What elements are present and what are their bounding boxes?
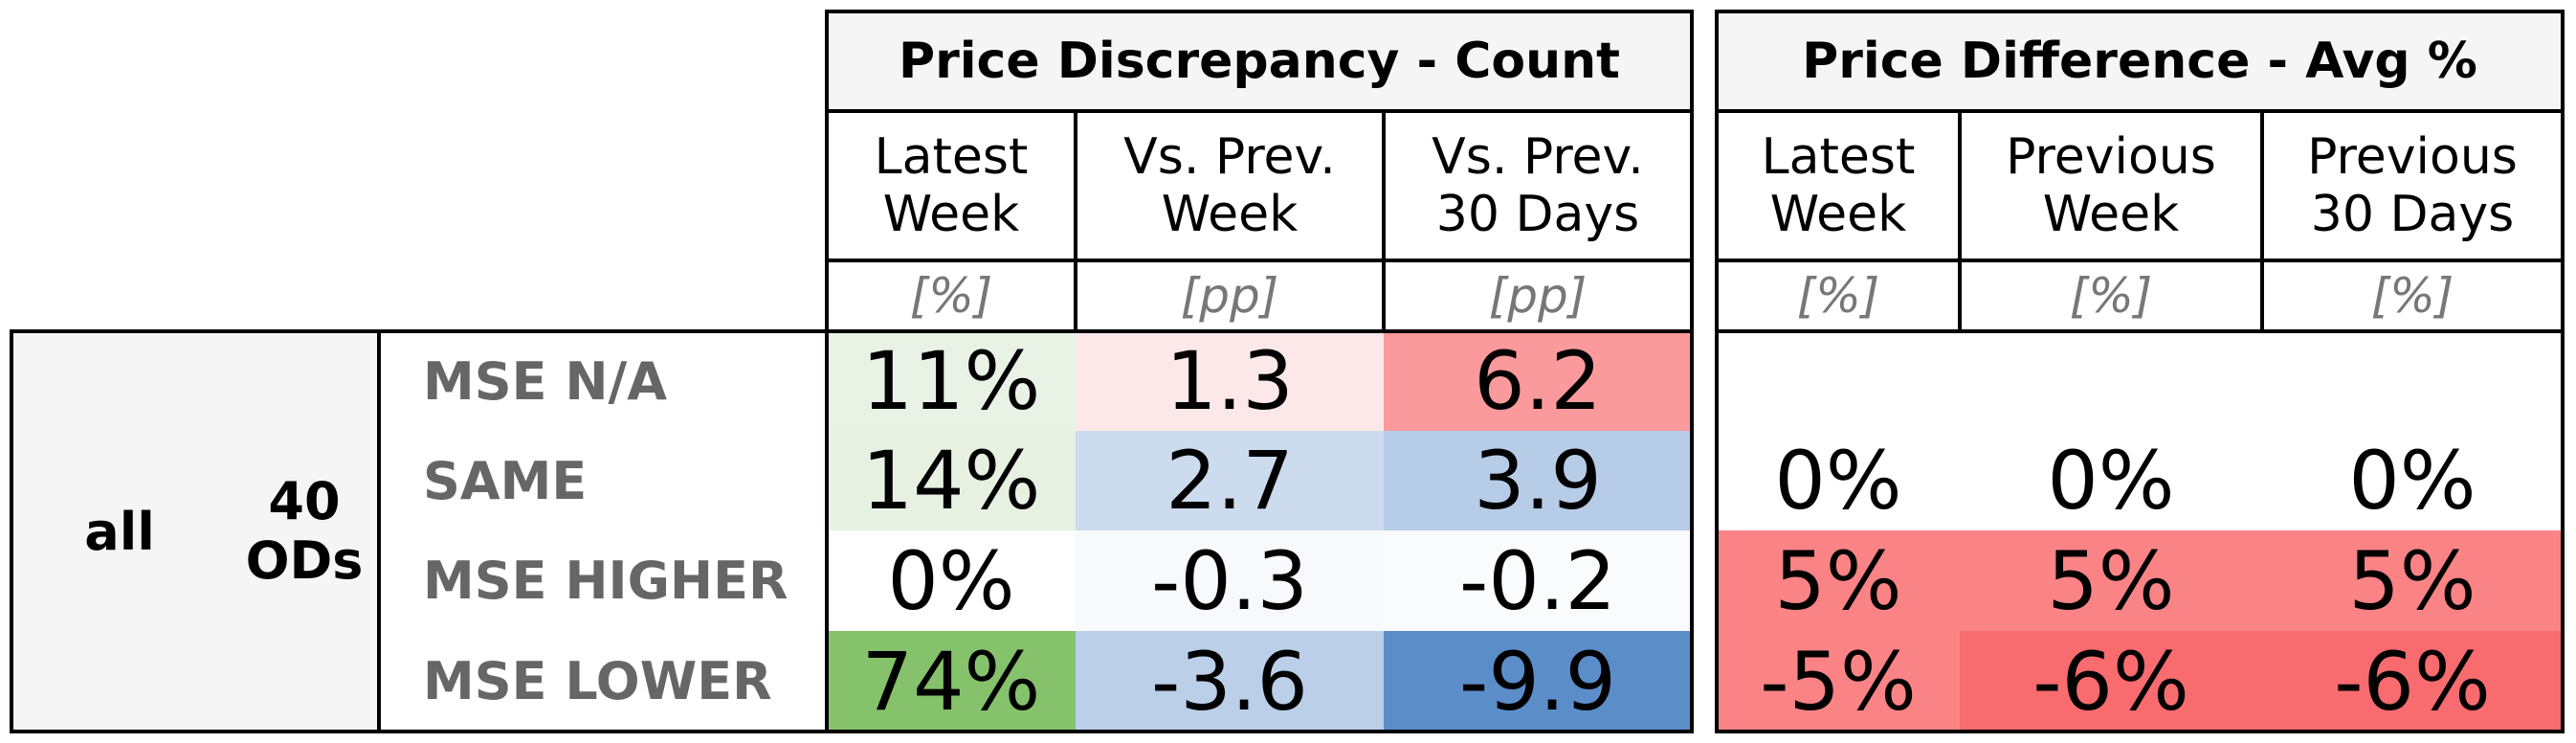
unit-latest-week-count: [%] <box>909 268 993 324</box>
cell-same-latest-week-count: 14% <box>827 431 1076 530</box>
cell-mse-higher-latest-week-count: 0% <box>827 530 1076 631</box>
col-header-previous-30-days: Previous 30 Days <box>2307 128 2518 243</box>
grid-line <box>1715 109 2565 113</box>
col-header-previous-week: Previous Week <box>2006 128 2216 243</box>
cell-mse-na-previous-week <box>1960 331 2262 431</box>
cell-same-vs-prev-30-days: 3.9 <box>1384 431 1692 530</box>
col-header-latest-week-count: Latest Week <box>874 128 1029 243</box>
group-title-price-difference-avg: Price Difference - Avg % <box>1717 11 2563 111</box>
grid-line <box>1074 109 1077 331</box>
cell-mse-na-latest-week-count: 11% <box>827 331 1076 431</box>
cell-mse-lower-latest-week-count: 74% <box>827 631 1076 732</box>
col-header-vs-prev-week: Vs. Prev. Week <box>1123 128 1336 243</box>
cell-same-latest-week-avg: 0% <box>1717 431 1960 530</box>
cell-mse-higher-previous-week: 5% <box>1960 530 2262 631</box>
cell-mse-higher-vs-prev-30-days: -0.2 <box>1384 530 1692 631</box>
cell-mse-lower-previous-week: -6% <box>1960 631 2262 732</box>
cell-same-previous-30-days: 0% <box>2262 431 2563 530</box>
cell-mse-lower-latest-week-avg: -5% <box>1717 631 1960 732</box>
grid-line <box>1715 730 2565 733</box>
grid-line <box>1690 10 1694 733</box>
row-label-mse-lower: MSE LOWER <box>423 651 772 711</box>
row-label-mse-higher: MSE HIGHER <box>423 551 788 611</box>
unit-vs-prev-30-days: [pp] <box>1488 268 1588 324</box>
unit-vs-prev-week: [pp] <box>1180 268 1279 324</box>
grid-line <box>825 259 1694 262</box>
group-title-price-discrepancy-count: Price Discrepancy - Count <box>827 11 1692 111</box>
grid-line <box>1958 109 1962 331</box>
row-label-same: SAME <box>423 450 588 511</box>
unit-latest-week-avg: [%] <box>1796 268 1880 324</box>
grid-line <box>10 329 1694 333</box>
grid-line <box>1715 259 2565 262</box>
cell-same-vs-prev-week: 2.7 <box>1076 431 1384 530</box>
grid-line <box>10 730 1694 733</box>
grid-line <box>2561 10 2565 733</box>
grid-line <box>825 10 829 733</box>
segment-label-box <box>11 331 379 732</box>
cell-mse-higher-vs-prev-week: -0.3 <box>1076 530 1384 631</box>
unit-previous-week: [%] <box>2069 268 2153 324</box>
row-label-mse-na: MSE N/A <box>423 350 668 412</box>
cell-mse-na-vs-prev-week: 1.3 <box>1076 331 1384 431</box>
unit-previous-30-days: [%] <box>2370 268 2454 324</box>
cell-mse-lower-vs-prev-30-days: -9.9 <box>1384 631 1692 732</box>
col-header-vs-prev-30-days: Vs. Prev. 30 Days <box>1432 128 1644 243</box>
od-count-label: 40 ODs <box>245 471 364 591</box>
grid-line <box>825 10 1694 13</box>
grid-line <box>377 329 381 733</box>
grid-line <box>1715 10 2565 13</box>
grid-line <box>1382 109 1386 331</box>
cell-same-previous-week: 0% <box>1960 431 2262 530</box>
grid-line <box>10 329 13 733</box>
cell-mse-higher-previous-30-days: 5% <box>2262 530 2563 631</box>
grid-line <box>1715 329 2565 333</box>
cell-mse-na-vs-prev-30-days: 6.2 <box>1384 331 1692 431</box>
cell-mse-na-latest-week-avg <box>1717 331 1960 431</box>
grid-line <box>2260 109 2264 331</box>
col-header-latest-week-avg: Latest Week <box>1761 128 1916 243</box>
segment-label: all <box>84 501 155 562</box>
cell-mse-lower-previous-30-days: -6% <box>2262 631 2563 732</box>
grid-line <box>825 109 1694 113</box>
cell-mse-higher-latest-week-avg: 5% <box>1717 530 1960 631</box>
cell-mse-lower-vs-prev-week: -3.6 <box>1076 631 1384 732</box>
grid-line <box>1715 10 1719 733</box>
cell-mse-na-previous-30-days <box>2262 331 2563 431</box>
